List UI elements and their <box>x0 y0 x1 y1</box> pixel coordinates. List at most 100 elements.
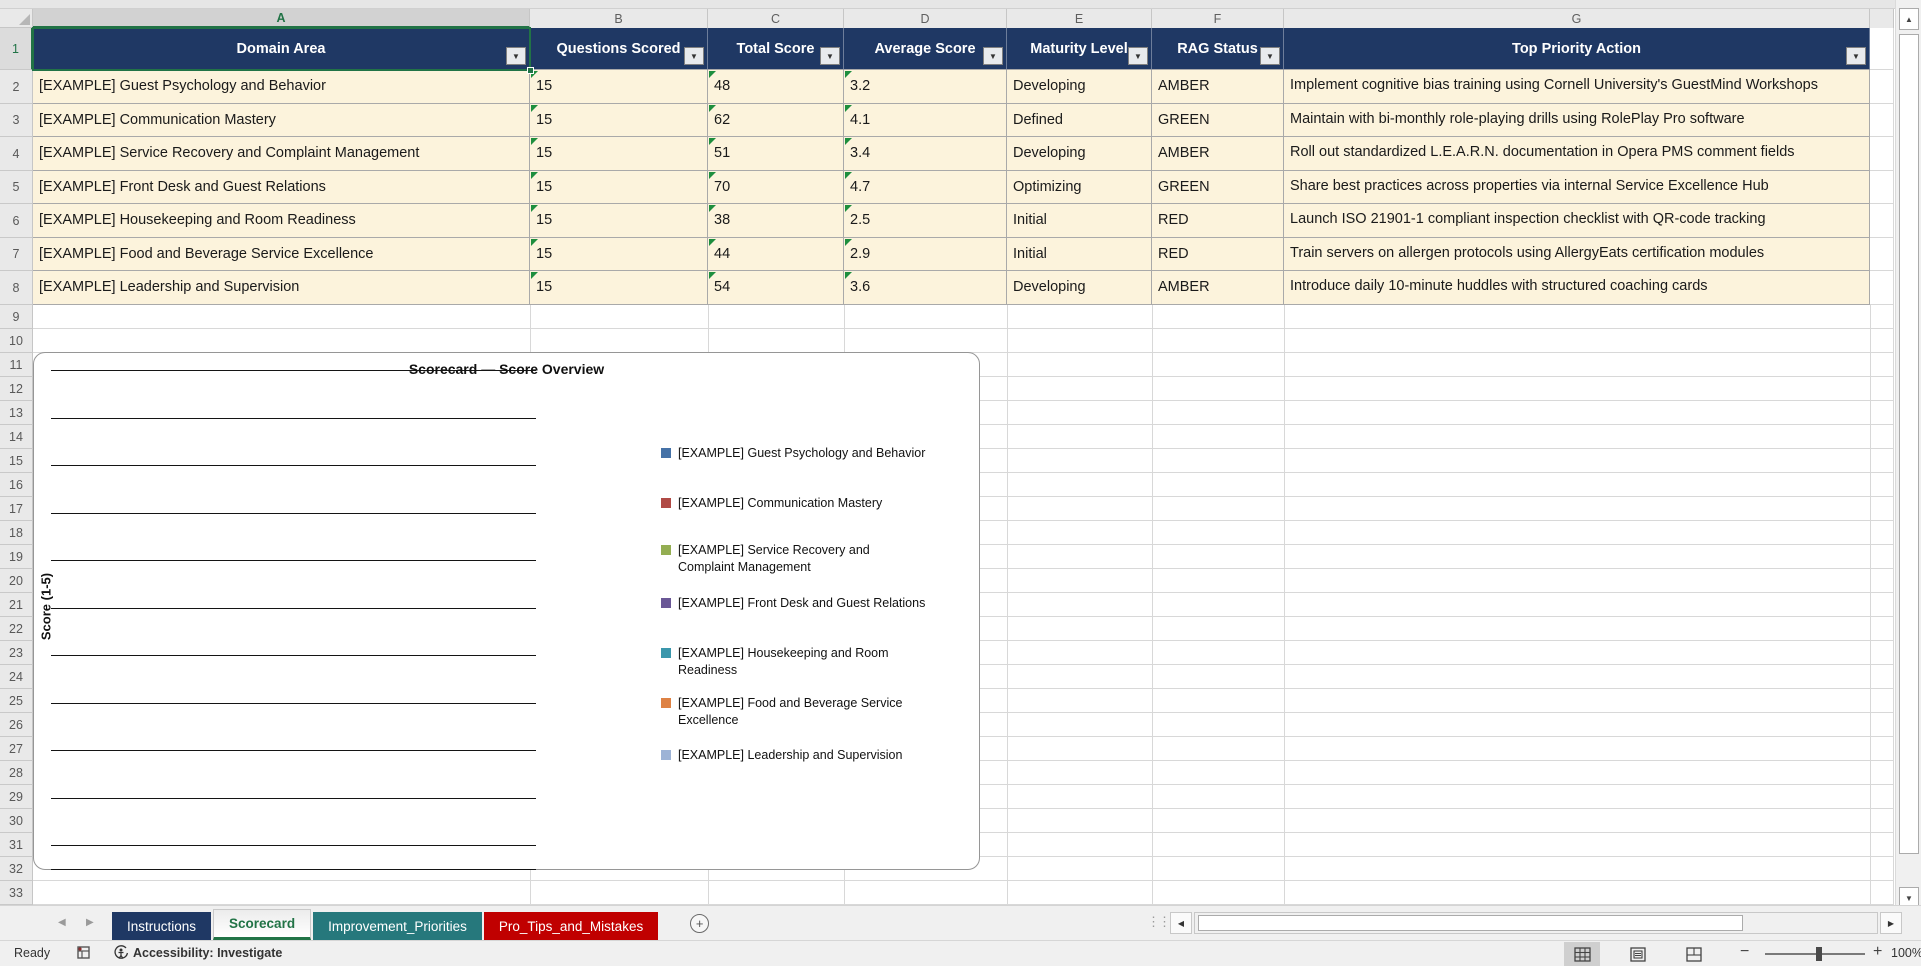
cell-maturity[interactable]: Developing <box>1007 137 1152 171</box>
zoom-slider[interactable] <box>1765 953 1865 955</box>
row-header-7[interactable]: 7 <box>0 238 33 271</box>
cell-questions[interactable]: 15 <box>530 204 708 238</box>
scroll-down-button[interactable]: ▼ <box>1899 887 1919 909</box>
column-header-f[interactable]: F <box>1152 9 1284 28</box>
column-header-partial[interactable] <box>1870 9 1894 28</box>
cell-maturity[interactable]: Defined <box>1007 104 1152 137</box>
filter-dropdown-button[interactable]: ▼ <box>1846 47 1866 65</box>
cell-domain[interactable]: [EXAMPLE] Front Desk and Guest Relations <box>33 171 530 204</box>
cell-rag[interactable]: GREEN <box>1152 171 1284 204</box>
legend-entry[interactable]: [EXAMPLE] Food and Beverage Service Excel… <box>661 695 961 729</box>
cell-rag[interactable]: AMBER <box>1152 137 1284 171</box>
legend-entry[interactable]: [EXAMPLE] Service Recovery and Complaint … <box>661 542 961 576</box>
row-header-19[interactable]: 19 <box>0 545 33 569</box>
row-header-6[interactable]: 6 <box>0 204 33 238</box>
row-header-18[interactable]: 18 <box>0 521 33 545</box>
table-header-cell[interactable]: Top Priority Action ▼ <box>1284 28 1870 70</box>
filter-dropdown-button[interactable]: ▼ <box>983 47 1003 65</box>
cell-average[interactable]: 2.9 <box>844 238 1007 271</box>
cell-action[interactable]: Share best practices across properties v… <box>1284 171 1870 204</box>
cell-maturity[interactable]: Developing <box>1007 70 1152 104</box>
cell-total[interactable]: 44 <box>708 238 844 271</box>
spacer-cell[interactable] <box>1870 28 1894 70</box>
cell-total[interactable]: 38 <box>708 204 844 238</box>
cell-action[interactable]: Launch ISO 21901-1 compliant inspection … <box>1284 204 1870 238</box>
cell-domain[interactable]: [EXAMPLE] Communication Mastery <box>33 104 530 137</box>
sheet-tab-scorecard[interactable]: Scorecard <box>213 909 312 940</box>
zoom-slider-thumb[interactable] <box>1816 947 1822 961</box>
cell-total[interactable]: 54 <box>708 271 844 305</box>
sheet-tab-pro_tips_and_mistakes[interactable]: Pro_Tips_and_Mistakes <box>483 912 659 940</box>
filter-dropdown-button[interactable]: ▼ <box>506 47 526 65</box>
cell-total[interactable]: 51 <box>708 137 844 171</box>
cell-domain[interactable]: [EXAMPLE] Food and Beverage Service Exce… <box>33 238 530 271</box>
spacer-cell[interactable] <box>1870 238 1894 271</box>
table-header-cell[interactable]: Total Score ▼ <box>708 28 844 70</box>
cell-questions[interactable]: 15 <box>530 104 708 137</box>
tab-scroll-left-icon[interactable]: ◀ <box>58 917 66 928</box>
row-header-15[interactable]: 15 <box>0 449 33 473</box>
add-sheet-button[interactable]: + <box>690 914 710 933</box>
legend-entry[interactable]: [EXAMPLE] Leadership and Supervision <box>661 747 961 764</box>
row-header-13[interactable]: 13 <box>0 401 33 425</box>
row-header-24[interactable]: 24 <box>0 665 33 689</box>
cell-questions[interactable]: 15 <box>530 70 708 104</box>
legend-entry[interactable]: [EXAMPLE] Front Desk and Guest Relations <box>661 595 961 612</box>
row-header-12[interactable]: 12 <box>0 377 33 401</box>
legend-entry[interactable]: [EXAMPLE] Housekeeping and Room Readiness <box>661 645 961 679</box>
spacer-cell[interactable] <box>1870 70 1894 104</box>
cell-questions[interactable]: 15 <box>530 238 708 271</box>
cell-average[interactable]: 4.1 <box>844 104 1007 137</box>
cell-average[interactable]: 3.2 <box>844 70 1007 104</box>
cell-maturity[interactable]: Initial <box>1007 238 1152 271</box>
cell-maturity[interactable]: Developing <box>1007 271 1152 305</box>
cell-total[interactable]: 48 <box>708 70 844 104</box>
column-header-b[interactable]: B <box>530 9 708 28</box>
macro-record-icon[interactable] <box>76 945 91 960</box>
column-header-c[interactable]: C <box>708 9 844 28</box>
fill-handle[interactable] <box>527 67 534 74</box>
table-header-cell[interactable]: Maturity Level ▼ <box>1007 28 1152 70</box>
row-header-16[interactable]: 16 <box>0 473 33 497</box>
row-header-31[interactable]: 31 <box>0 833 33 857</box>
row-header-20[interactable]: 20 <box>0 569 33 593</box>
row-header-32[interactable]: 32 <box>0 857 33 881</box>
row-header-8[interactable]: 8 <box>0 271 33 305</box>
table-header-cell[interactable]: Domain Area ▼ <box>33 28 530 70</box>
horizontal-scroll-thumb[interactable] <box>1198 915 1743 931</box>
cell-domain[interactable]: [EXAMPLE] Guest Psychology and Behavior <box>33 70 530 104</box>
row-header-9[interactable]: 9 <box>0 305 33 329</box>
cell-action[interactable]: Implement cognitive bias training using … <box>1284 70 1870 104</box>
column-header-e[interactable]: E <box>1007 9 1152 28</box>
legend-entry[interactable]: [EXAMPLE] Communication Mastery <box>661 495 961 512</box>
table-header-cell[interactable]: Average Score ▼ <box>844 28 1007 70</box>
row-header-28[interactable]: 28 <box>0 761 33 785</box>
spacer-cell[interactable] <box>1870 104 1894 137</box>
row-header-4[interactable]: 4 <box>0 137 33 171</box>
filter-dropdown-button[interactable]: ▼ <box>1260 47 1280 65</box>
select-all-corner[interactable] <box>0 9 33 28</box>
row-header-3[interactable]: 3 <box>0 104 33 137</box>
row-header-10[interactable]: 10 <box>0 329 33 353</box>
cell-questions[interactable]: 15 <box>530 137 708 171</box>
cell-total[interactable]: 70 <box>708 171 844 204</box>
column-header-g[interactable]: G <box>1284 9 1870 28</box>
spacer-cell[interactable] <box>1870 137 1894 171</box>
cell-maturity[interactable]: Initial <box>1007 204 1152 238</box>
row-header-2[interactable]: 2 <box>0 70 33 104</box>
row-header-5[interactable]: 5 <box>0 171 33 204</box>
scrollbar-resize-handle[interactable]: ⋮⋮ <box>1147 914 1171 929</box>
row-header-33[interactable]: 33 <box>0 881 33 905</box>
cell-average[interactable]: 3.4 <box>844 137 1007 171</box>
table-header-cell[interactable]: Questions Scored ▼ <box>530 28 708 70</box>
row-header-11[interactable]: 11 <box>0 353 33 377</box>
column-header-a[interactable]: A <box>33 9 530 28</box>
vertical-scrollbar[interactable]: ▲ ▼ <box>1895 0 1921 940</box>
cell-domain[interactable]: [EXAMPLE] Housekeeping and Room Readines… <box>33 204 530 238</box>
row-header-21[interactable]: 21 <box>0 593 33 617</box>
cell-average[interactable]: 4.7 <box>844 171 1007 204</box>
row-header-23[interactable]: 23 <box>0 641 33 665</box>
filter-dropdown-button[interactable]: ▼ <box>1128 47 1148 65</box>
row-header-26[interactable]: 26 <box>0 713 33 737</box>
normal-view-button[interactable] <box>1564 942 1600 966</box>
